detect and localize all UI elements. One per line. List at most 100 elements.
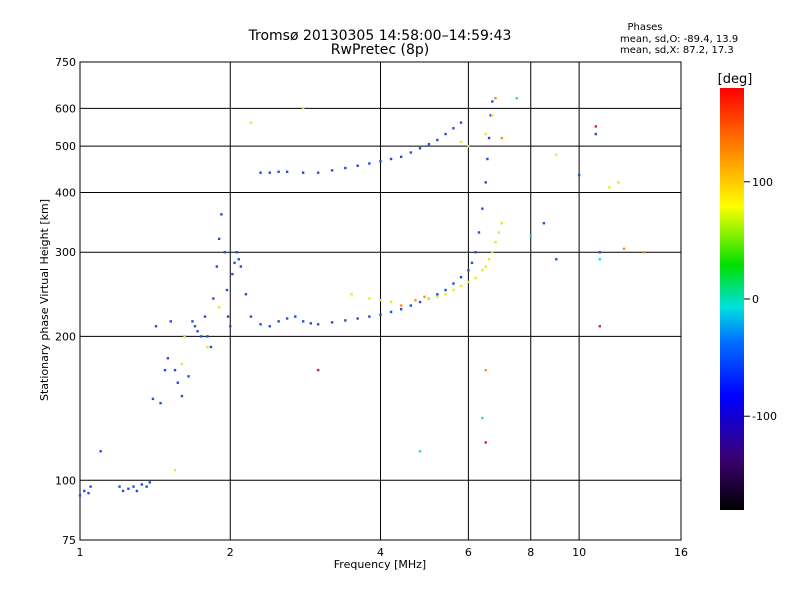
data-point [154, 325, 158, 328]
data-point [118, 485, 121, 488]
data-point [193, 325, 197, 328]
data-point [277, 320, 280, 323]
data-point [83, 489, 86, 493]
data-point [529, 234, 532, 237]
data-point [215, 265, 219, 268]
data-point [484, 132, 487, 136]
data-point [418, 147, 422, 150]
data-point [577, 173, 581, 177]
data-point [427, 142, 431, 146]
y-tick-label: 750 [55, 56, 76, 69]
data-point [249, 121, 253, 124]
x-tick-label: 10 [572, 546, 586, 559]
data-point [223, 251, 226, 254]
data-point [237, 258, 240, 261]
data-point [330, 321, 334, 324]
y-axis-label: Stationary phase Virtual Height [km] [38, 199, 51, 401]
data-point [78, 494, 82, 497]
data-point [515, 96, 518, 100]
data-point [452, 127, 455, 130]
data-point [436, 293, 439, 296]
data-point [484, 265, 487, 268]
data-point [481, 416, 484, 420]
data-point [389, 157, 393, 161]
data-point [344, 166, 347, 170]
y-tick-label: 400 [55, 186, 76, 199]
y-tick-label: 100 [55, 474, 76, 487]
data-point [481, 269, 484, 272]
data-point [414, 299, 417, 302]
stats-o-mode: mean, sd,O: -89.4, 13.9 [620, 34, 738, 45]
data-point [277, 170, 280, 173]
data-point [220, 213, 223, 216]
colorbar-ticks: 100 0 -100 [744, 176, 777, 423]
data-point [484, 181, 487, 184]
data-point [169, 320, 172, 323]
data-point [500, 222, 504, 225]
data-point [301, 107, 305, 110]
data-point [598, 325, 601, 328]
data-point [494, 96, 497, 100]
data-point [180, 362, 184, 366]
data-point [470, 261, 474, 265]
x-tick-label: 8 [527, 546, 534, 559]
x-axis-label: Frequency [MHz] [334, 558, 426, 571]
data-point [409, 151, 412, 154]
y-tick-label: 600 [55, 102, 76, 115]
data-point [598, 258, 601, 261]
data-point [368, 162, 371, 165]
data-point [159, 401, 162, 405]
data-point [259, 171, 262, 174]
data-point [389, 300, 393, 304]
data-point [467, 280, 470, 284]
data-point [301, 320, 305, 323]
data-point [399, 307, 403, 311]
data-point [89, 485, 92, 488]
data-point [444, 293, 447, 296]
data-point [244, 293, 248, 296]
data-point [452, 288, 455, 292]
data-point [491, 114, 494, 117]
data-point [459, 140, 463, 144]
data-point [487, 136, 491, 140]
data-point [418, 300, 422, 304]
data-point [209, 345, 213, 349]
data-points [78, 96, 646, 497]
data-point [459, 284, 463, 288]
data-point [135, 489, 139, 493]
chart-subtitle: RwPretec (8p) [331, 42, 429, 58]
data-point [399, 155, 403, 159]
phase-colorbar [720, 88, 744, 510]
data-point [140, 483, 144, 486]
stats-title: Phases [627, 22, 662, 33]
data-point [555, 258, 558, 261]
data-point [191, 320, 194, 323]
data-point [617, 181, 620, 184]
data-point [301, 171, 305, 174]
data-point [484, 368, 487, 372]
data-point [268, 325, 271, 328]
data-point [481, 207, 484, 210]
chart-title: Tromsø 20130305 14:58:00–14:59:43 [248, 28, 512, 44]
data-point [233, 261, 236, 265]
data-point [231, 272, 234, 276]
data-point [344, 319, 347, 322]
data-point [497, 231, 500, 234]
data-point [285, 317, 289, 320]
data-point [477, 231, 481, 234]
data-point [487, 258, 491, 261]
data-point [486, 157, 489, 161]
data-point [491, 100, 494, 103]
data-point [226, 315, 230, 318]
data-point [555, 153, 558, 156]
data-point [121, 489, 125, 493]
data-point [249, 315, 253, 318]
data-point [239, 265, 243, 268]
data-point [200, 335, 203, 338]
data-point [356, 164, 359, 167]
data-point [423, 295, 426, 299]
data-point [151, 397, 155, 401]
data-point [608, 186, 611, 189]
data-point [436, 138, 439, 142]
data-point [268, 171, 271, 174]
